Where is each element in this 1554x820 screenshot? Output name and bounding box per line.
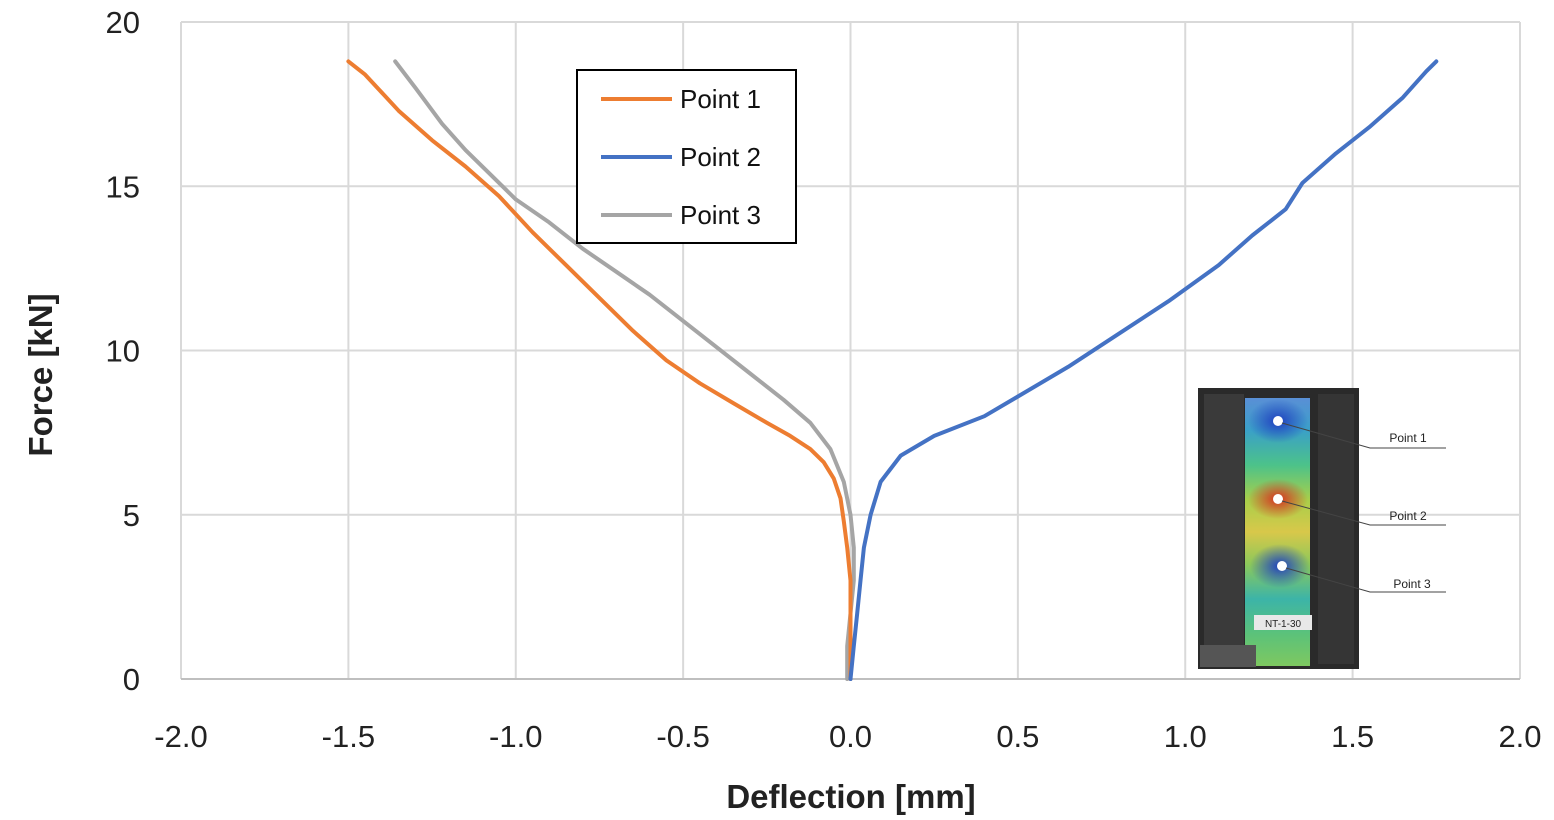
inset-label-point-3: Point 3: [1393, 577, 1431, 591]
legend-label: Point 2: [680, 142, 761, 172]
legend-label: Point 3: [680, 200, 761, 230]
x-tick-label: -0.5: [656, 719, 709, 754]
x-tick-label: 1.5: [1331, 719, 1374, 754]
x-tick-label: 1.0: [1164, 719, 1207, 754]
inset-specimen-tag: [1254, 615, 1312, 630]
inset-specimen-image: NT-1-30 Point 1 Point 2 Point 3: [1198, 388, 1446, 669]
x-tick-label: 0.5: [996, 719, 1039, 754]
series-line-point-2: [848, 59, 1439, 681]
y-tick-label: 15: [106, 169, 140, 204]
inset-specimen-text: NT-1-30: [1265, 619, 1302, 630]
legend: Point 1 Point 2 Point 3: [576, 69, 797, 244]
x-tick-label: 2.0: [1498, 719, 1541, 754]
inset-marker-point-1: [1273, 416, 1283, 426]
inset-marker-point-3: [1277, 561, 1287, 571]
x-tick-label: -2.0: [154, 719, 207, 754]
legend-label: Point 1: [680, 84, 761, 114]
y-axis-title: Force [kN]: [22, 293, 59, 456]
x-tick-label: -1.5: [322, 719, 375, 754]
inset-leader-point-3: [1285, 567, 1446, 593]
x-tick-label: 0.0: [829, 719, 872, 754]
inset-grip-left: [1204, 394, 1244, 664]
x-tick-label: -1.0: [489, 719, 542, 754]
axes: -2.0 -1.5 -1.0 -0.5 0.0 0.5 1.0 1.5 2.0 0 5 10 15 20: [106, 5, 1542, 754]
inset-leader-point-2: [1281, 500, 1446, 526]
grid: [180, 21, 1521, 680]
inset-label-point-1: Point 1: [1389, 431, 1427, 445]
inset-marker-point-2: [1273, 494, 1283, 504]
inset-leader-point-1: [1281, 422, 1446, 449]
y-tick-label: 5: [123, 498, 140, 533]
y-tick-label: 20: [106, 5, 140, 40]
y-tick-label: 10: [106, 334, 140, 369]
inset-grip-right: [1318, 394, 1354, 664]
inset-clamp: [1200, 645, 1256, 667]
y-tick-label: 0: [123, 662, 140, 697]
series-lines: [346, 59, 1439, 681]
inset-label-point-2: Point 2: [1389, 509, 1427, 523]
x-axis-title: Deflection [mm]: [726, 778, 975, 815]
series-line-point-3: [393, 59, 856, 681]
series-line-point-1: [346, 59, 853, 681]
